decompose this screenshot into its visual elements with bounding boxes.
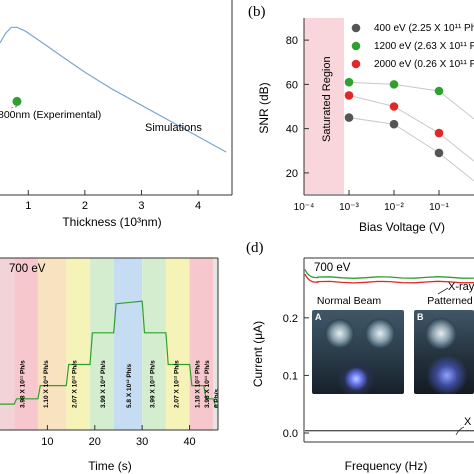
panel-a-x-tick-label: 3 [138,200,144,212]
inset-b-title: Patterned [427,295,473,307]
panel-c-x-tick-label: 30 [136,436,148,448]
simulations-annotation: Simulations [145,122,202,134]
exposure-band [213,258,218,430]
panel-b: (b) Saturated Region 10⁻⁴ 10⁻³ 10⁻² 10⁻¹ 20 4… [248,4,474,234]
panel-b-point [344,113,354,122]
simulation-curve [0,26,227,153]
flux-label: 1.10 X 10¹² Ph/s [195,360,202,408]
panel-c: 3.98 X 10¹¹ Ph/s 1.10 X 10¹² Ph/s 2.07 X 1… [0,257,221,473]
inset-b-tag: B [417,312,424,322]
panel-d-y-tick-label: 0.2 [283,313,298,325]
panel-d-y-tick-label: 0.1 [283,370,298,382]
legend-marker [351,41,361,51]
panel-b-y-tick-label: 40 [286,124,298,136]
panel-c-x-tick-label: 20 [89,436,101,448]
exposure-band [165,258,190,430]
panel-b-label: (b) [248,4,266,20]
panel-c-x-tick-label: 10 [41,436,53,448]
exposure-band [90,258,114,430]
panel-b-point [434,148,444,158]
panel-b-y-label: SNR (dB) [257,82,271,133]
flux-label: 3.98 X 10¹¹ Ph/s [19,360,26,408]
panel-b-series-line [348,117,474,182]
panel-b-point [389,80,399,89]
panel-b-x-tick-label: 10⁻³ [339,202,359,213]
panel-d-y-label: Current (μA) [251,321,265,387]
panel-c-x-tick-label: 40 [183,436,195,448]
experimental-leader-line [10,105,18,109]
experimental-label: 800nm (Experimental) [0,109,101,121]
panel-a-x-label: Thickness (10³nm) [62,215,161,229]
panel-d-trace [304,269,474,279]
panel-a-x-tick-label: 2 [82,200,88,212]
current-trace [0,300,218,408]
panel-c-energy-annotation: 700 eV [9,263,46,275]
panel-b-point [344,77,354,87]
saturated-region-label: Saturated Region [321,56,333,142]
legend-entry: 2000 eV (0.26 X 10¹¹ Ph/s) [374,59,474,70]
legend-entry: 400 eV (2.25 X 10¹¹ Ph/s) [374,23,474,34]
panel-b-point [434,128,444,138]
exposure-band [14,258,38,430]
panel-b-series-line [348,81,474,120]
panel-a-x-tick-label: 1 [25,200,31,212]
exposure-band [142,258,166,430]
legend-entry: 1200 eV (2.63 X 10¹¹ Ph/s) [374,41,474,52]
exposure-band [37,258,67,430]
exposure-band [0,258,15,430]
inset-a-title: Normal Beam [317,295,381,307]
panel-a: 1 2 3 4 800nm (Experimental) Simulations Th… [0,0,233,229]
panel-d-trace [304,273,474,284]
panel-b-y-tick-label: 60 [286,79,298,91]
xray-leader [437,287,449,295]
panel-d-y-tick-label: 0.0 [283,428,298,440]
panel-b-point [389,119,399,129]
panel-d-x-label: Frequency (Hz) [345,459,428,473]
panel-b-x-label: Bias Voltage (V) [359,220,445,234]
legend-marker [351,23,361,33]
flux-label: 2.07 X 10¹² Ph/s [72,360,79,408]
inset-photo-normal-beam: A [312,310,404,394]
flux-label: 3.99 X 10¹² Ph/s [150,360,157,408]
xray-off-leader [455,426,465,436]
panel-b-series-line [348,94,474,162]
flux-label: 3.99 X 10¹² Ph/s [100,360,107,408]
flux-label: 0 Ph/s [214,388,221,408]
flux-label: 5.8 X 10¹² Ph/s [126,364,133,408]
experimental-point [12,96,22,106]
legend-marker [351,59,361,69]
panel-b-x-tick-label: 10⁻² [384,202,404,213]
xray-off-label: X [464,416,472,428]
panel-b-point [389,102,399,111]
panel-b-x-tick-label: 10⁻⁴ [294,202,315,213]
saturated-region [304,18,344,194]
panel-b-y-tick-label: 80 [286,35,298,47]
inset-photo-patterned: B [414,310,474,394]
exposure-band [113,258,143,430]
panel-b-y-tick-label: 20 [286,168,298,180]
flux-label: 3.98 X 10¹¹ Ph/s [204,360,211,408]
panel-d-energy-annotation: 700 eV [314,262,351,274]
flux-label: 1.10 X 10¹² Ph/s [43,360,50,408]
panel-b-point [434,86,444,96]
panel-d-label: (d) [246,240,264,256]
exposure-band [66,258,91,430]
exposure-band [189,258,214,430]
panel-b-point [344,91,354,100]
panel-c-x-label: Time (s) [88,459,132,473]
panel-a-x-tick-label: 4 [195,200,201,212]
panel-b-x-tick-label: 10⁻¹ [429,202,449,213]
panel-d: (d) 0.0 0.1 0.2 700 eV X-ray X Current (μA… [246,240,474,473]
xray-label: X-ray [448,281,474,293]
flux-label: 2.07 X 10¹² Ph/s [173,360,180,408]
inset-a-tag: A [315,312,322,322]
